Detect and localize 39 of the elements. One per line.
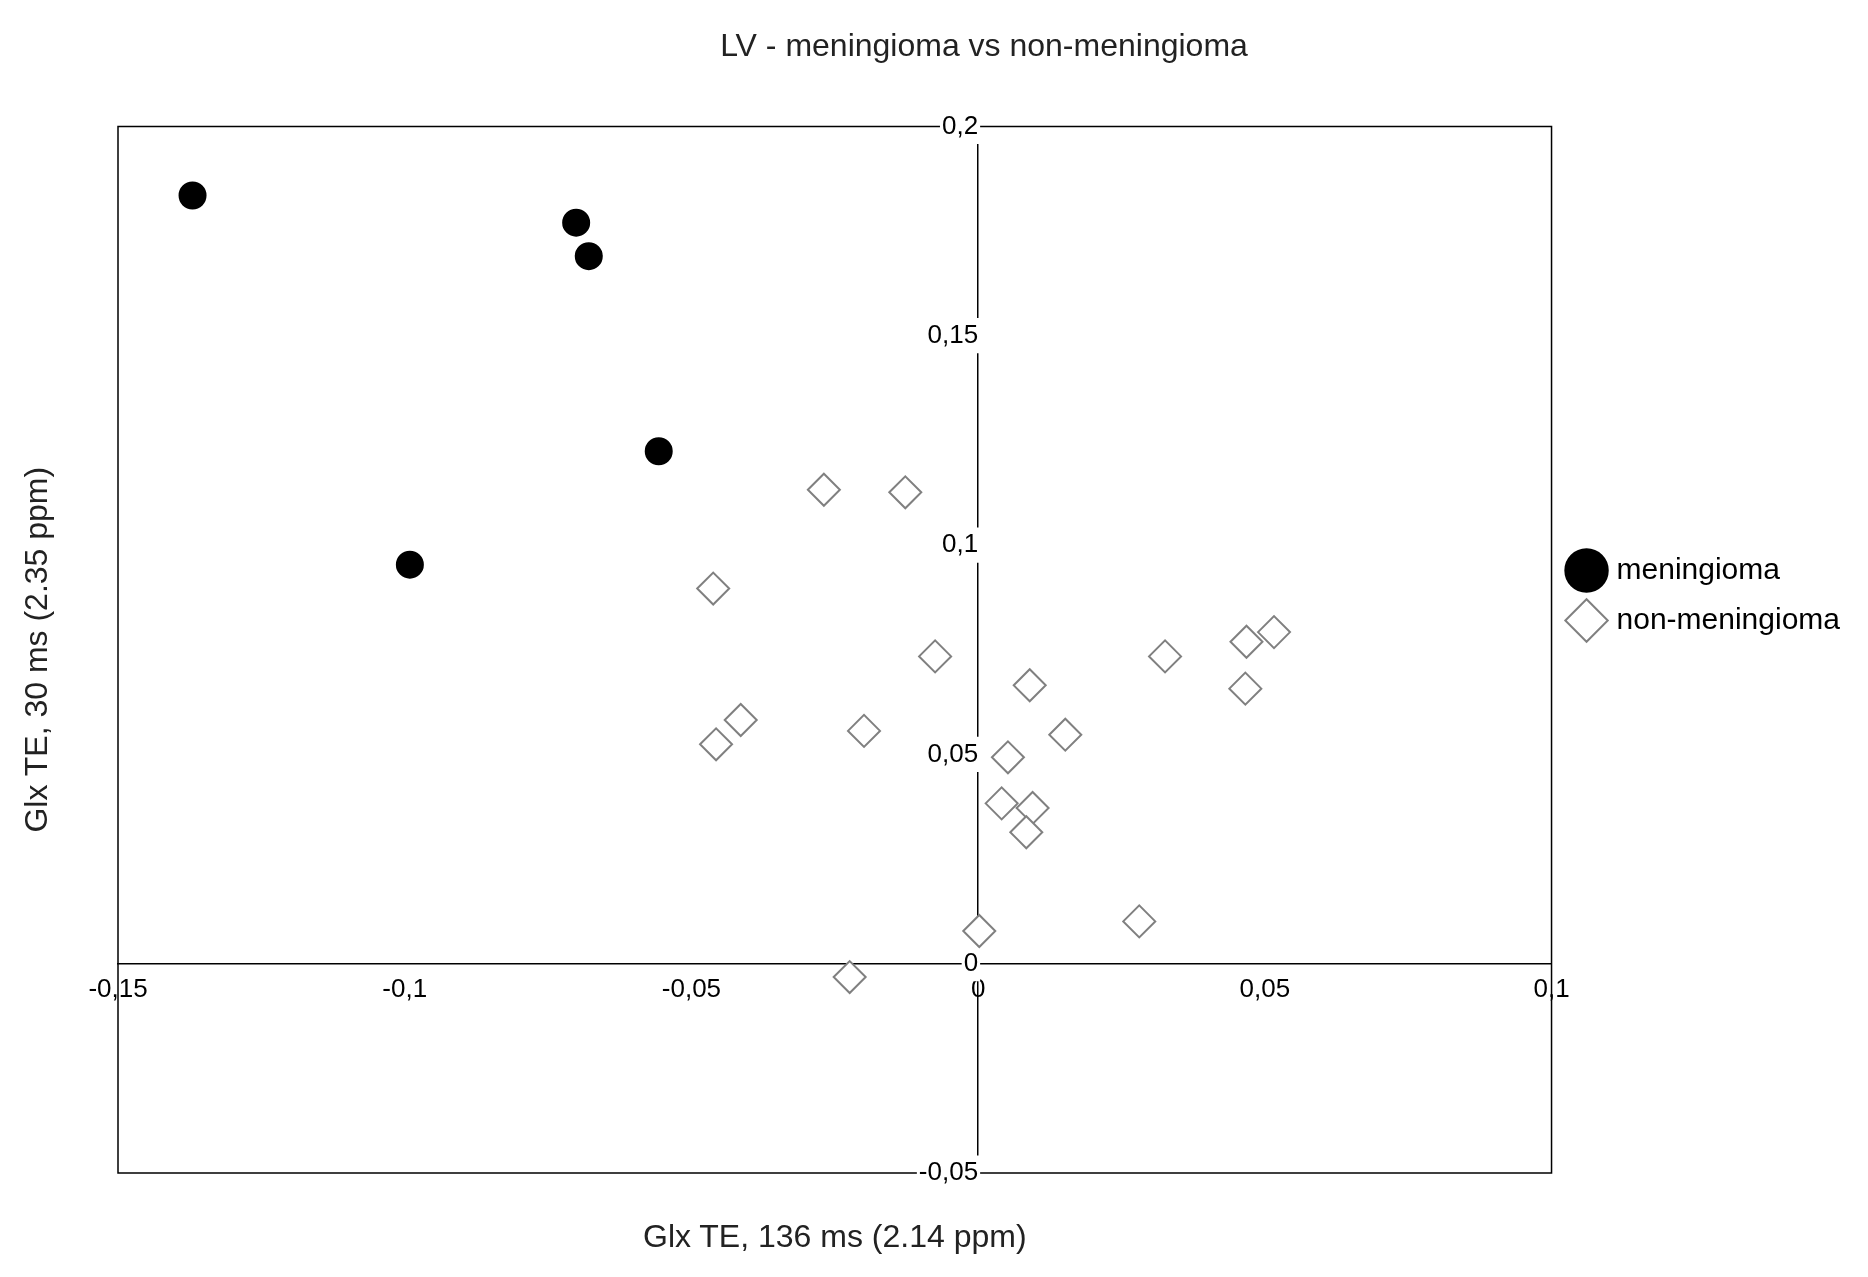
point (918, 639, 953, 674)
y-tick-label: 0,05 (927, 737, 979, 768)
point (847, 713, 882, 748)
legend-label: meningioma (1616, 551, 1781, 585)
point (888, 475, 923, 510)
y-axis-title: Glx TE, 30 ms (2.35 ppm) (17, 466, 54, 833)
y-tick-label: 0,2 (941, 109, 979, 140)
x-tick-label: -0,05 (661, 973, 722, 1004)
y-tick-label: 0 (963, 946, 979, 977)
point (1048, 717, 1083, 752)
point (699, 727, 734, 762)
y-tick-label: 0,1 (941, 528, 979, 559)
point (1012, 668, 1047, 703)
point (1148, 639, 1183, 674)
chart-title: LV - meningioma vs non-meningioma (720, 27, 1249, 64)
point (962, 914, 997, 949)
point (178, 181, 207, 210)
point (990, 740, 1025, 775)
x-tick-label: 0,05 (1239, 973, 1291, 1004)
point (1229, 624, 1264, 659)
y-tick-label: -0,05 (918, 1156, 979, 1187)
legend-label: non-meningioma (1616, 601, 1841, 635)
point (1257, 615, 1292, 650)
point (1122, 904, 1157, 939)
point (562, 208, 591, 237)
point (832, 960, 867, 995)
point (723, 703, 758, 738)
point (574, 242, 603, 271)
point (696, 571, 731, 606)
point (1015, 790, 1050, 825)
point (1009, 815, 1044, 850)
point (395, 550, 424, 579)
x-tick-label: -0,1 (382, 973, 428, 1004)
x-axis-title: Glx TE, 136 ms (2.14 ppm) (643, 1217, 1027, 1254)
y-tick-label: 0,15 (927, 318, 979, 349)
point (984, 786, 1019, 821)
point (644, 437, 673, 466)
point (806, 472, 841, 507)
point (1228, 671, 1263, 706)
